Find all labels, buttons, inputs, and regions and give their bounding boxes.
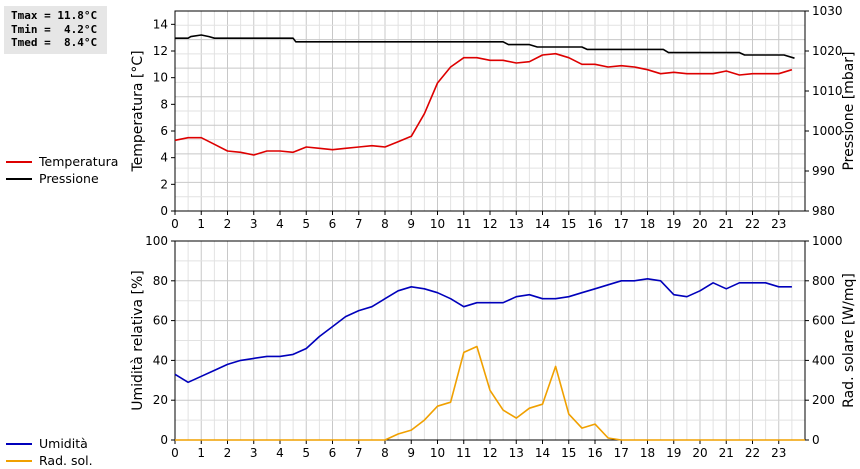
x-tick-label: 2	[224, 217, 232, 231]
y-tick-label: 4	[160, 151, 168, 165]
y-tick-label: 0	[160, 204, 168, 218]
x-tick-label: 15	[561, 446, 576, 460]
x-tick-label: 8	[381, 446, 389, 460]
y2-tick-label: 1030	[812, 4, 843, 18]
y2-tick-label: 200	[812, 393, 835, 407]
x-tick-label: 23	[771, 217, 786, 231]
x-tick-label: 22	[745, 446, 760, 460]
legend-swatch-humidity	[6, 442, 32, 445]
x-tick-label: 4	[276, 217, 284, 231]
humidity-radiation-panel: 0 1 2 3 4 5 6 7 8 9 10 11 12 13 14 15 16 17 18 19 20 21 22 2302…	[130, 234, 857, 460]
y-tick-label: 10	[153, 71, 168, 85]
x-tick-label: 11	[456, 217, 471, 231]
y2-tick-label: 0	[812, 433, 820, 447]
x-tick-label: 19	[666, 446, 681, 460]
x-tick-label: 0	[171, 217, 179, 231]
x-tick-label: 21	[719, 217, 734, 231]
x-tick-label: 10	[430, 446, 445, 460]
x-tick-label: 4	[276, 446, 284, 460]
tmed-readout: Tmed = 8.4°C	[11, 36, 98, 49]
y2-tick-label: 1010	[812, 84, 843, 98]
legend-top: Temperatura Pressione	[6, 153, 118, 187]
x-tick-label: 11	[456, 446, 471, 460]
x-tick-label: 9	[407, 446, 415, 460]
y2-axis-label: Pressione [mbar]	[841, 51, 857, 170]
y-tick-label: 100	[145, 234, 168, 248]
y-tick-label: 0	[160, 433, 168, 447]
x-tick-label: 16	[587, 217, 602, 231]
x-tick-label: 22	[745, 217, 760, 231]
x-tick-label: 6	[329, 446, 337, 460]
x-tick-label: 15	[561, 217, 576, 231]
y-tick-label: 12	[153, 44, 168, 58]
radiation-line	[175, 345, 805, 441]
x-tick-label: 8	[381, 217, 389, 231]
y2-tick-label: 600	[812, 314, 835, 328]
y-tick-label: 14	[153, 17, 168, 31]
legend-entry-humidity: Umidità	[6, 435, 93, 452]
x-tick-label: 3	[250, 217, 258, 231]
y2-tick-label: 400	[812, 353, 835, 367]
x-tick-label: 18	[640, 446, 655, 460]
y-tick-label: 2	[160, 177, 168, 191]
x-tick-label: 3	[250, 446, 258, 460]
x-tick-label: 2	[224, 446, 232, 460]
y-tick-label: 6	[160, 124, 168, 138]
legend-label-humidity: Umidità	[39, 436, 88, 451]
legend-label-temperature: Temperatura	[39, 154, 119, 169]
y-axis-label: Umidità relativa [%]	[130, 270, 146, 411]
x-tick-label: 1	[197, 217, 205, 231]
stats-box: Tmax = 11.8°C Tmin = 4.2°C Tmed = 8.4°C	[4, 6, 107, 54]
temperature-line	[174, 52, 793, 156]
x-tick-label: 7	[355, 217, 363, 231]
legend-label-pressure: Pressione	[39, 171, 99, 186]
x-tick-label: 21	[719, 446, 734, 460]
legend-swatch-temperature	[6, 160, 32, 163]
x-tick-label: 17	[614, 446, 629, 460]
legend-entry-temperature: Temperatura	[6, 153, 118, 170]
x-tick-label: 5	[302, 446, 310, 460]
legend-entry-pressure: Pressione	[6, 170, 118, 187]
x-tick-label: 7	[355, 446, 363, 460]
y2-tick-label: 990	[812, 164, 835, 178]
y2-tick-label: 800	[812, 274, 835, 288]
x-tick-label: 1	[197, 446, 205, 460]
x-tick-label: 17	[614, 217, 629, 231]
x-tick-label: 13	[509, 446, 524, 460]
x-tick-label: 14	[535, 446, 550, 460]
x-tick-label: 23	[771, 446, 786, 460]
x-tick-label: 20	[692, 217, 707, 231]
y-tick-label: 8	[160, 97, 168, 111]
humidity-line	[174, 277, 792, 384]
x-tick-label: 12	[482, 446, 497, 460]
x-tick-label: 0	[171, 446, 179, 460]
x-tick-label: 12	[482, 217, 497, 231]
tmax-readout: Tmax = 11.8°C	[11, 9, 98, 22]
y2-tick-label: 1020	[812, 44, 843, 58]
x-tick-label: 19	[666, 217, 681, 231]
tmin-readout: Tmin = 4.2°C	[11, 22, 98, 36]
y-tick-label: 20	[153, 393, 168, 407]
x-tick-label: 20	[692, 446, 707, 460]
x-tick-label: 10	[430, 217, 445, 231]
x-tick-label: 5	[302, 217, 310, 231]
y-axis-label: Temperatura [°C]	[130, 50, 146, 172]
y-tick-label: 80	[153, 274, 168, 288]
x-tick-label: 16	[587, 446, 602, 460]
y-tick-label: 40	[153, 353, 168, 367]
x-tick-label: 14	[535, 217, 550, 231]
y2-tick-label: 1000	[812, 234, 843, 248]
legend-swatch-pressure	[6, 177, 32, 180]
x-tick-label: 9	[407, 217, 415, 231]
x-tick-label: 18	[640, 217, 655, 231]
y2-tick-label: 1000	[812, 124, 843, 138]
y-tick-label: 60	[153, 314, 168, 328]
x-tick-label: 13	[509, 217, 524, 231]
y2-tick-label: 980	[812, 204, 835, 218]
temperature-pressure-panel: 0 1 2 3 4 5 6 7 8 9 10 11 12 13 14 15 16 17 18 19 20 21 22 2302…	[130, 4, 857, 231]
pressure-line	[175, 34, 795, 59]
y2-axis-label: Rad. solare [W/mq]	[841, 273, 857, 408]
x-tick-label: 6	[329, 217, 337, 231]
